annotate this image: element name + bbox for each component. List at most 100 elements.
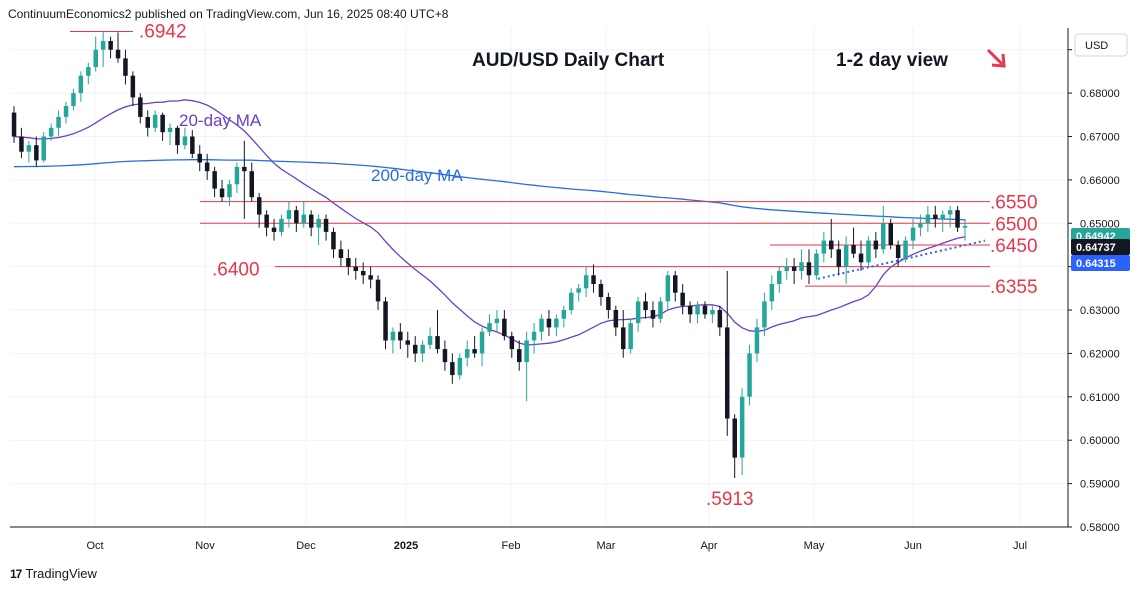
candle-body [754, 327, 760, 354]
candle-body [368, 275, 373, 280]
y-tick-label: 0.59000 [1080, 479, 1120, 491]
horizontal-levels [70, 30, 990, 287]
price-tag-label: 0.64737 [1076, 242, 1116, 254]
y-tick-label: 0.60000 [1080, 435, 1120, 447]
y-tick-label: 0.58000 [1080, 522, 1120, 534]
candle-body [338, 249, 344, 258]
candle-body [145, 117, 150, 128]
candle-body [925, 214, 931, 224]
candle-body [219, 188, 225, 198]
x-tick-label: Dec [296, 540, 316, 552]
candle-body [895, 245, 901, 258]
candle-body [524, 340, 529, 363]
chart-labels: .6550.6500.6450 .6400 .6355 .6942 .5913 AUD/U… [139, 21, 1038, 509]
candle-body [628, 323, 633, 350]
candle-body [294, 210, 299, 224]
candle-body [591, 275, 596, 284]
candle-body [873, 240, 879, 250]
x-tick-label: Jul [1013, 540, 1027, 552]
candle-body [717, 310, 723, 328]
level-label: .6355 [990, 277, 1038, 298]
view-label: 1-2 day view [836, 50, 948, 71]
candle-body [539, 318, 544, 332]
candle-body [962, 225, 968, 228]
ma20-label: 20-day MA [179, 111, 262, 130]
candle-body [598, 284, 604, 297]
candle-body [806, 262, 812, 276]
candle-body [903, 240, 908, 258]
price-tag [1071, 255, 1130, 271]
candle-body [606, 297, 611, 310]
candle-body [123, 58, 128, 76]
candle-body [346, 258, 351, 267]
candle-body [34, 145, 39, 161]
candle-body [257, 197, 262, 215]
candle-body [249, 171, 254, 198]
candle-body [19, 136, 24, 152]
candle-body [309, 214, 314, 228]
candle-body [472, 349, 477, 354]
candle-body [658, 301, 663, 319]
candles [11, 31, 968, 478]
candle-body [361, 271, 366, 276]
candle-body [427, 336, 433, 345]
candle-body [554, 318, 559, 328]
candle-body [680, 292, 685, 306]
candle-body [450, 362, 455, 376]
candle-body [814, 253, 819, 276]
price-chart[interactable]: 0.58000 0.59000 0.60000 0.61000 0.62000 0.630… [0, 0, 1143, 560]
candle-body [160, 114, 165, 133]
arrow-down-right-icon [986, 48, 1004, 66]
axes: 0.58000 0.59000 0.60000 0.61000 0.62000 0.630… [10, 28, 1130, 552]
ma200-label: 200-day MA [371, 166, 463, 185]
candle-body [673, 275, 678, 293]
candle-body [100, 41, 106, 50]
candle-body [405, 340, 410, 345]
candle-body [242, 166, 247, 172]
arrow-head-icon [991, 53, 1006, 68]
candle-body [531, 331, 537, 341]
candle-body [569, 292, 574, 311]
candle-body [457, 357, 463, 376]
published-header: ContinuumEconomics2 published on Trading… [8, 7, 449, 21]
candle-body [331, 231, 336, 250]
x-tick-label: Apr [700, 540, 717, 552]
price-tag [1071, 239, 1130, 255]
candle-body [271, 227, 277, 232]
candle-body [26, 145, 32, 152]
candle-body [479, 331, 485, 354]
y-tick-label: 0.62000 [1080, 348, 1120, 360]
candle-body [635, 301, 641, 324]
candle-body [175, 127, 180, 146]
level-label: .6500 [990, 214, 1038, 235]
candle-body [353, 266, 358, 271]
candle-body [643, 301, 648, 311]
candle-body [665, 275, 671, 302]
candle-body [78, 75, 84, 94]
candle-body [108, 41, 113, 50]
candle-body [152, 114, 158, 128]
candle-body [167, 127, 173, 133]
candle-body [86, 67, 91, 76]
candle-body [234, 166, 240, 185]
y-tick-label: 0.66000 [1080, 175, 1120, 187]
candle-body [71, 93, 76, 107]
level-label: .6400 [212, 260, 260, 281]
candle-body [836, 249, 841, 267]
y-tick-label: 0.65000 [1080, 218, 1120, 230]
y-tick-label: 0.63000 [1080, 305, 1120, 317]
candle-body [702, 305, 708, 315]
candle-body [279, 218, 284, 232]
candle-body [316, 218, 321, 228]
candle-body [509, 336, 515, 350]
x-tick-label: Jun [904, 540, 922, 552]
candle-body [777, 271, 782, 284]
candle-body [115, 49, 121, 59]
ma200-line [13, 159, 966, 221]
candle-body [725, 327, 730, 419]
candle-body [843, 245, 849, 267]
candle-body [383, 301, 388, 341]
candle-body [190, 136, 195, 154]
candle-body [881, 223, 886, 250]
y-tick-label: 0.67000 [1080, 131, 1120, 143]
